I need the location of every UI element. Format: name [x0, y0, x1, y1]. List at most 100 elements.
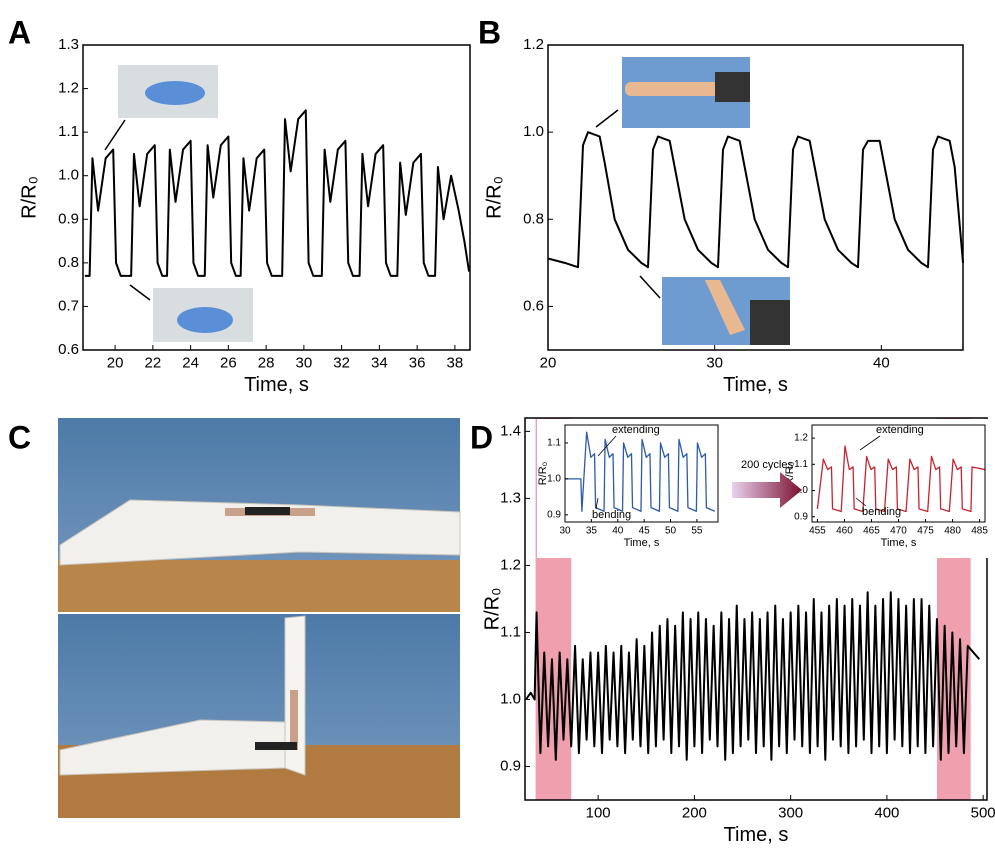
y-axis-title: R/R₀	[483, 176, 505, 219]
x-tick-label: 460	[836, 526, 853, 537]
panel-label: C	[8, 419, 31, 455]
panel-label: B	[478, 14, 501, 50]
annotation-pointer	[855, 497, 867, 507]
x-tick-label: 475	[917, 526, 934, 537]
x-tick-label: 40	[873, 354, 890, 371]
x-tick-label: 30	[296, 354, 313, 371]
plot-frame	[82, 44, 471, 351]
y-tick-label: 0.6	[58, 341, 79, 358]
x-tick-label: 30	[559, 526, 571, 537]
y-axis-title: R/R₀	[481, 588, 503, 631]
pointer	[639, 275, 661, 299]
x-tick-label: 300	[778, 804, 803, 821]
x-axis-title: Time, s	[244, 374, 309, 396]
x-tick-label: 480	[944, 526, 961, 537]
arm	[625, 82, 720, 96]
sensor	[245, 507, 290, 515]
x-axis-title: Time, s	[724, 824, 789, 846]
y-tick-label: 0.9	[547, 509, 561, 520]
y-axis-title: R/R₀	[18, 176, 40, 219]
y-tick-label: 0.7	[58, 297, 79, 314]
x-tick-label: 32	[333, 354, 350, 371]
data-line	[547, 131, 964, 269]
x-axis-title: Time, s	[723, 374, 788, 396]
chart: 20 30 40 0.6 0.8 1.0 1.2 Time, s R/R₀ B	[478, 14, 964, 396]
y-tick-label: 1.2	[794, 433, 808, 444]
y-tick-label: 1.0	[500, 690, 521, 707]
chart: 455 460 465 470 475 480 485 0.9 1.0 1.1 1.2 Time, s…	[784, 419, 995, 558]
arm	[705, 280, 745, 335]
annotation: extending	[612, 424, 660, 436]
y-tick-label: 0.9	[794, 511, 808, 522]
annotation-pointer	[597, 435, 617, 457]
transition-arrow	[732, 472, 802, 508]
x-tick-label: 500	[971, 804, 995, 821]
plot-frame	[547, 44, 964, 351]
inset-photos	[104, 57, 790, 345]
y-tick-label: 1.0	[547, 474, 561, 485]
chart: 20 22 24 26 28 30 32 34 36 38 0.6 0.7 0.8 0.9 1.0 1.1 1.…	[8, 14, 471, 396]
data-line	[525, 591, 981, 761]
x-tick-label: 40	[612, 526, 624, 537]
x-tick-label: 38	[447, 354, 464, 371]
x-tick-label: 55	[691, 526, 703, 537]
annotation: bending	[592, 509, 631, 521]
photo-c	[58, 418, 461, 818]
y-tick-label: 1.4	[500, 422, 521, 439]
y-tick-label: 0.8	[58, 254, 79, 271]
data-line	[84, 109, 471, 277]
annotation-pointer	[859, 435, 881, 451]
x-tick-label: 20	[540, 354, 557, 371]
cardboard	[58, 560, 460, 612]
y-tick-label: 1.1	[58, 123, 79, 140]
pointer	[104, 119, 126, 151]
x-tick-label: 50	[665, 526, 677, 537]
x-tick-label: 400	[874, 804, 899, 821]
pointer	[595, 109, 619, 128]
sleeve	[715, 72, 750, 102]
glove	[145, 81, 205, 105]
x-tick-label: 485	[971, 526, 988, 537]
x-tick-label: 28	[258, 354, 275, 371]
x-tick-label: 455	[809, 526, 826, 537]
y-tick-label: 1.0	[523, 123, 544, 140]
y-tick-label: 1.1	[794, 459, 808, 470]
y-tick-label: 0.6	[523, 297, 544, 314]
sleeve	[750, 300, 790, 345]
panel-label: D	[470, 419, 493, 455]
glove	[177, 307, 233, 333]
x-tick-label: 35	[586, 526, 598, 537]
transition-label: 200 cycles	[741, 459, 793, 471]
x-tick-label: 34	[371, 354, 388, 371]
y-tick-label: 0.8	[523, 210, 544, 227]
y-tick-label: 1.2	[500, 556, 521, 573]
x-tick-label: 26	[220, 354, 237, 371]
y-tick-label: 1.2	[58, 80, 79, 97]
paper	[59, 499, 461, 566]
x-axis-title: Time, s	[624, 537, 660, 549]
annotation-pointer	[595, 497, 599, 510]
pointer	[129, 284, 151, 301]
y-axis-title: R/R₀	[537, 462, 549, 486]
annotation: extending	[876, 424, 924, 436]
y-tick-label: 1.0	[794, 485, 808, 496]
x-tick-label: 24	[182, 354, 199, 371]
y-tick-label: 1.3	[500, 489, 521, 506]
inset-background	[784, 419, 995, 558]
x-tick-label: 36	[409, 354, 426, 371]
annotation: bending	[862, 506, 901, 518]
x-tick-label: 200	[682, 804, 707, 821]
y-tick-label: 1.2	[523, 36, 544, 53]
plot-frame	[564, 424, 719, 523]
y-tick-label: 1.0	[58, 167, 79, 184]
chart: 30 35 40 45 50 55 0.9 1.0 1.1 Time, s R/R₀ extendin…	[537, 419, 728, 558]
x-tick-label: 100	[586, 804, 611, 821]
y-tick-label: 0.9	[58, 210, 79, 227]
y-tick-label: 0.9	[500, 757, 521, 774]
plot-frame	[524, 417, 988, 801]
y-tick-label: 1.3	[58, 36, 79, 53]
x-tick-label: 470	[890, 526, 907, 537]
sensor	[290, 690, 298, 750]
x-tick-label: 30	[706, 354, 723, 371]
